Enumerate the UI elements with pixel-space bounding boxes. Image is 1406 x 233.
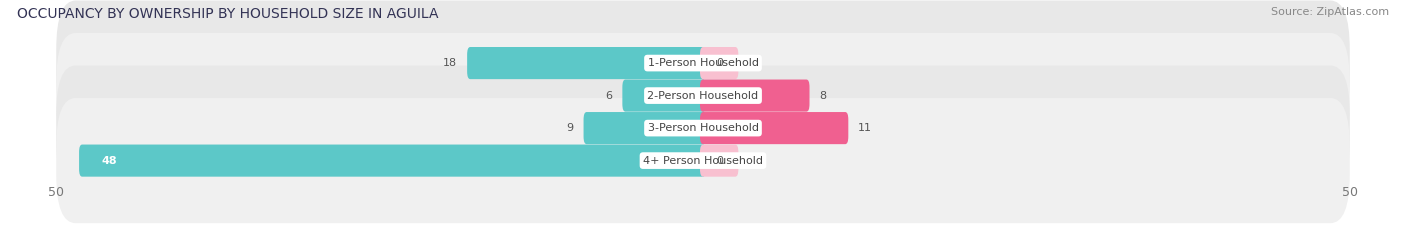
FancyBboxPatch shape bbox=[623, 79, 706, 112]
FancyBboxPatch shape bbox=[56, 0, 1350, 126]
FancyBboxPatch shape bbox=[583, 112, 706, 144]
Text: 6: 6 bbox=[606, 91, 613, 101]
Text: 0: 0 bbox=[716, 156, 723, 166]
FancyBboxPatch shape bbox=[79, 144, 706, 177]
FancyBboxPatch shape bbox=[56, 98, 1350, 223]
Text: Source: ZipAtlas.com: Source: ZipAtlas.com bbox=[1271, 7, 1389, 17]
Text: 9: 9 bbox=[567, 123, 574, 133]
Text: 11: 11 bbox=[858, 123, 872, 133]
FancyBboxPatch shape bbox=[700, 47, 738, 79]
Text: 2-Person Household: 2-Person Household bbox=[647, 91, 759, 101]
FancyBboxPatch shape bbox=[56, 65, 1350, 191]
Text: 4+ Person Household: 4+ Person Household bbox=[643, 156, 763, 166]
FancyBboxPatch shape bbox=[56, 33, 1350, 158]
Text: 1-Person Household: 1-Person Household bbox=[648, 58, 758, 68]
Text: 8: 8 bbox=[820, 91, 827, 101]
Text: 18: 18 bbox=[443, 58, 457, 68]
Text: 0: 0 bbox=[716, 58, 723, 68]
FancyBboxPatch shape bbox=[700, 79, 810, 112]
FancyBboxPatch shape bbox=[467, 47, 706, 79]
Legend: Owner-occupied, Renter-occupied: Owner-occupied, Renter-occupied bbox=[576, 230, 830, 233]
Text: 3-Person Household: 3-Person Household bbox=[648, 123, 758, 133]
Text: OCCUPANCY BY OWNERSHIP BY HOUSEHOLD SIZE IN AGUILA: OCCUPANCY BY OWNERSHIP BY HOUSEHOLD SIZE… bbox=[17, 7, 439, 21]
FancyBboxPatch shape bbox=[700, 112, 848, 144]
Text: 48: 48 bbox=[101, 156, 117, 166]
FancyBboxPatch shape bbox=[700, 144, 738, 177]
